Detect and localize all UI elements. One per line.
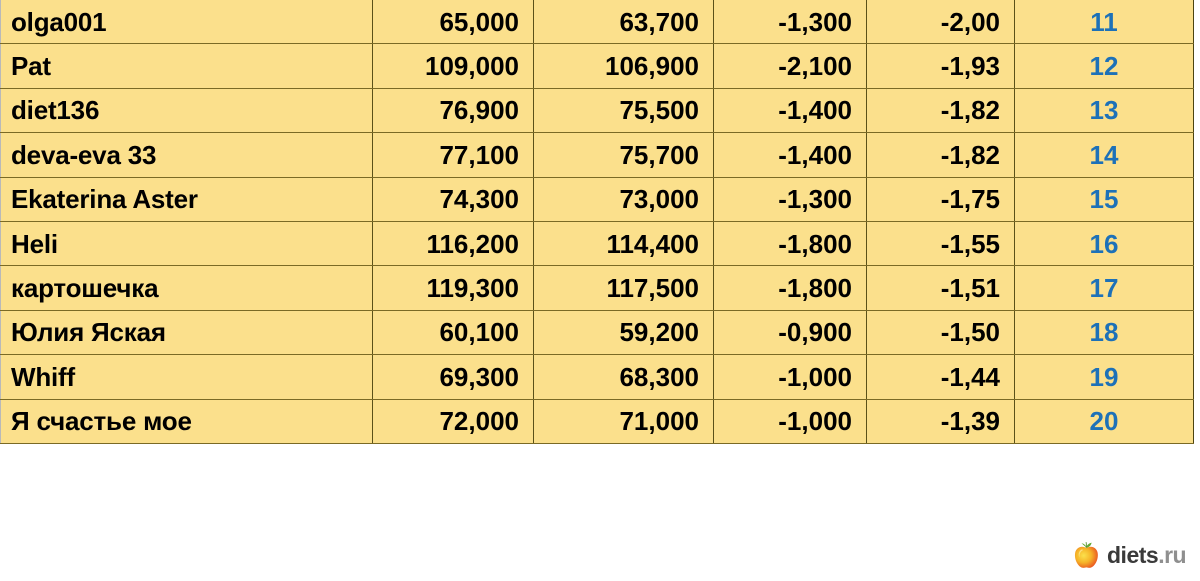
percent-change: -2,00 bbox=[866, 0, 1015, 45]
weight-change: -1,000 bbox=[713, 354, 867, 400]
rank-position: 20 bbox=[1014, 398, 1194, 444]
rank-position: 18 bbox=[1014, 309, 1194, 356]
percent-change: -1,82 bbox=[866, 87, 1015, 134]
participant-name: Heli bbox=[0, 220, 373, 267]
weight-change: -1,000 bbox=[713, 398, 867, 444]
table-row: картошечка 119,300 117,500 -1,800 -1,51 … bbox=[0, 265, 1194, 311]
rating-table-body: olga001 65,000 63,700 -1,300 -2,00 11 Pa… bbox=[0, 0, 1194, 444]
table-row: Юлия Яская 60,100 59,200 -0,900 -1,50 18 bbox=[0, 309, 1194, 356]
percent-change: -1,75 bbox=[866, 176, 1015, 222]
current-weight: 68,300 bbox=[533, 354, 714, 400]
start-weight: 76,900 bbox=[372, 87, 534, 134]
logo-wordmark: diets.ru bbox=[1107, 541, 1187, 568]
start-weight: 69,300 bbox=[372, 354, 534, 400]
percent-change: -1,55 bbox=[866, 220, 1015, 267]
rating-table: olga001 65,000 63,700 -1,300 -2,00 11 Pa… bbox=[0, 0, 1194, 444]
current-weight: 106,900 bbox=[533, 43, 714, 89]
participant-name: diet136 bbox=[0, 87, 373, 134]
rank-position: 14 bbox=[1014, 132, 1194, 178]
percent-change: -1,39 bbox=[866, 398, 1015, 444]
weight-change: -1,800 bbox=[713, 265, 867, 311]
table-row: Я счастье мое 72,000 71,000 -1,000 -1,39… bbox=[0, 398, 1194, 444]
participant-name: Ekaterina Aster bbox=[0, 176, 373, 222]
logo-name: diets bbox=[1107, 541, 1159, 568]
start-weight: 60,100 bbox=[372, 309, 534, 356]
participant-name: картошечка bbox=[0, 265, 373, 311]
participant-name: deva-eva 33 bbox=[0, 132, 373, 178]
participant-name: olga001 bbox=[0, 0, 373, 45]
table-row: deva-eva 33 77,100 75,700 -1,400 -1,82 1… bbox=[0, 132, 1194, 178]
start-weight: 65,000 bbox=[372, 0, 534, 45]
current-weight: 71,000 bbox=[533, 398, 714, 444]
start-weight: 72,000 bbox=[372, 398, 534, 444]
percent-change: -1,51 bbox=[866, 265, 1015, 311]
table-row: Heli 116,200 114,400 -1,800 -1,55 16 bbox=[0, 220, 1194, 267]
weight-change: -1,300 bbox=[713, 0, 867, 45]
table-row: Pat 109,000 106,900 -2,100 -1,93 12 bbox=[0, 43, 1194, 89]
table-row: Whiff 69,300 68,300 -1,000 -1,44 19 bbox=[0, 354, 1194, 400]
current-weight: 114,400 bbox=[533, 220, 714, 267]
table-row: Ekaterina Aster 74,300 73,000 -1,300 -1,… bbox=[0, 176, 1194, 222]
participant-name: Whiff bbox=[0, 354, 373, 400]
weight-change: -1,400 bbox=[713, 87, 867, 134]
current-weight: 117,500 bbox=[533, 265, 714, 311]
rank-position: 15 bbox=[1014, 176, 1194, 222]
current-weight: 59,200 bbox=[533, 309, 714, 356]
rank-position: 13 bbox=[1014, 87, 1194, 134]
percent-change: -1,82 bbox=[866, 132, 1015, 178]
table-row: diet136 76,900 75,500 -1,400 -1,82 13 bbox=[0, 87, 1194, 134]
percent-change: -1,93 bbox=[866, 43, 1015, 89]
current-weight: 75,500 bbox=[533, 87, 714, 134]
start-weight: 116,200 bbox=[372, 220, 534, 267]
current-weight: 63,700 bbox=[533, 0, 714, 45]
start-weight: 109,000 bbox=[372, 43, 534, 89]
weight-change: -0,900 bbox=[713, 309, 867, 356]
participant-name: Pat bbox=[0, 43, 373, 89]
rank-position: 11 bbox=[1014, 0, 1194, 45]
table-row: olga001 65,000 63,700 -1,300 -2,00 11 bbox=[0, 0, 1194, 45]
participant-name: Юлия Яская bbox=[0, 309, 373, 356]
start-weight: 77,100 bbox=[372, 132, 534, 178]
start-weight: 74,300 bbox=[372, 176, 534, 222]
current-weight: 75,700 bbox=[533, 132, 714, 178]
participant-name: Я счастье мое bbox=[0, 398, 373, 444]
weight-change: -1,400 bbox=[713, 132, 867, 178]
weight-change: -2,100 bbox=[713, 43, 867, 89]
rank-position: 17 bbox=[1014, 265, 1194, 311]
percent-change: -1,50 bbox=[866, 309, 1015, 356]
rank-position: 12 bbox=[1014, 43, 1194, 89]
current-weight: 73,000 bbox=[533, 176, 714, 222]
rank-position: 16 bbox=[1014, 220, 1194, 267]
apple-icon bbox=[1073, 540, 1100, 570]
percent-change: -1,44 bbox=[866, 354, 1015, 400]
weight-change: -1,800 bbox=[713, 220, 867, 267]
logo-tld: .ru bbox=[1158, 541, 1187, 568]
rank-position: 19 bbox=[1014, 354, 1194, 400]
site-logo[interactable]: diets.ru bbox=[1073, 537, 1193, 573]
weight-change: -1,300 bbox=[713, 176, 867, 222]
start-weight: 119,300 bbox=[372, 265, 534, 311]
